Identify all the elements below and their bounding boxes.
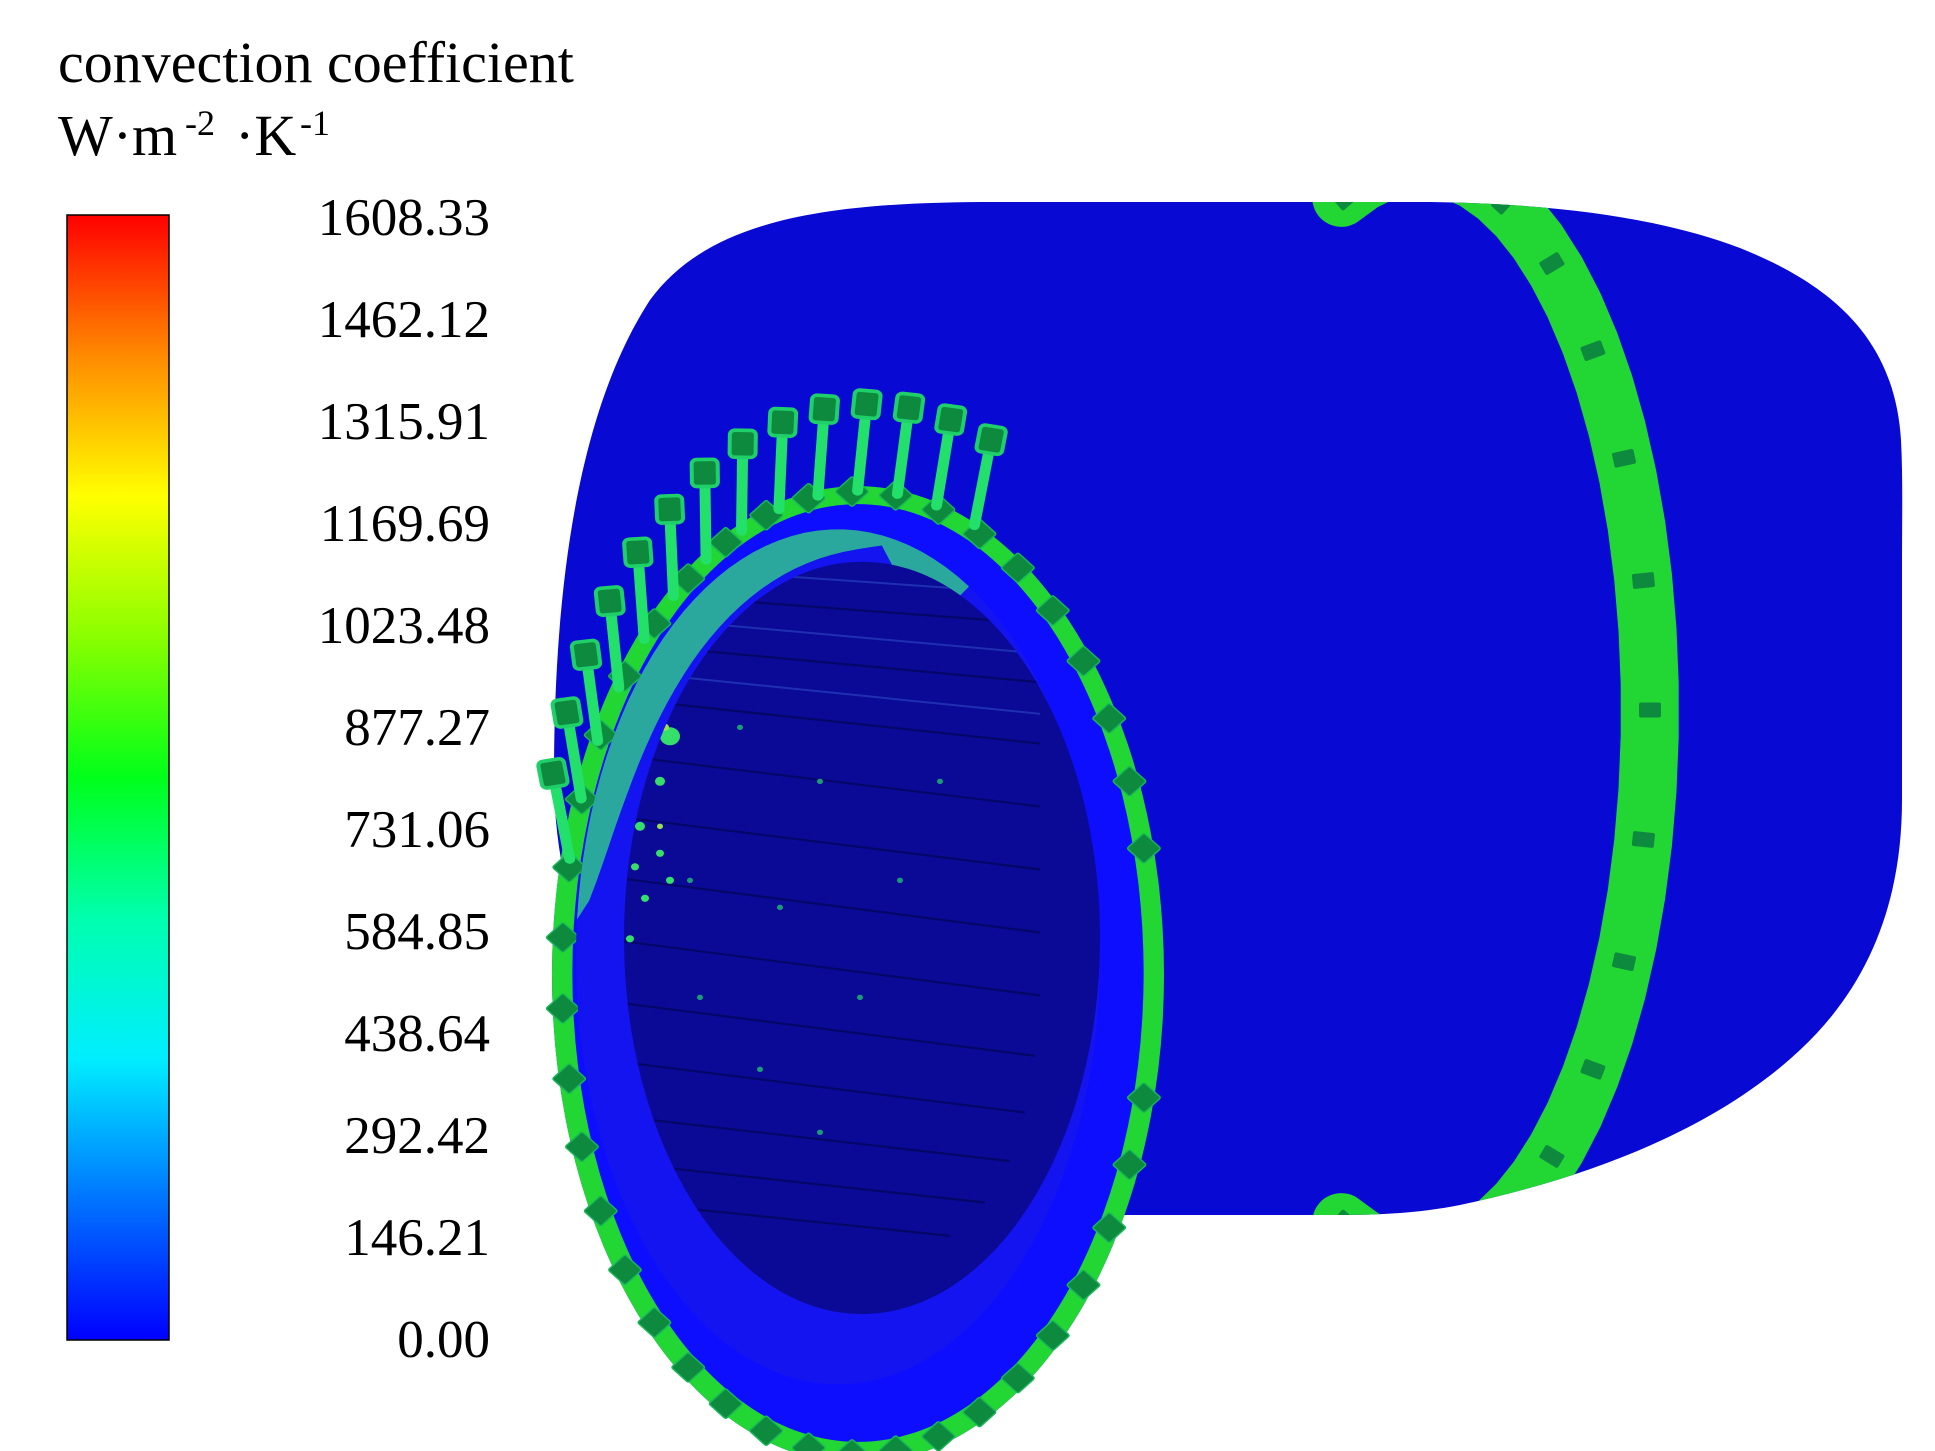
svg-text:438.64: 438.64 xyxy=(344,1005,490,1063)
svg-text:584.85: 584.85 xyxy=(344,903,490,961)
svg-text:convection coefficient: convection coefficient xyxy=(58,30,574,95)
svg-text:1608.33: 1608.33 xyxy=(318,189,490,247)
svg-text:146.21: 146.21 xyxy=(344,1209,490,1267)
svg-text:731.06: 731.06 xyxy=(344,801,490,859)
svg-text:877.27: 877.27 xyxy=(344,699,490,757)
svg-text:1315.91: 1315.91 xyxy=(318,393,490,451)
svg-text:292.42: 292.42 xyxy=(344,1107,490,1165)
svg-text:0.00: 0.00 xyxy=(397,1311,490,1369)
svg-text:-2: -2 xyxy=(185,103,215,143)
svg-text:·K: ·K xyxy=(235,103,296,168)
svg-text:1169.69: 1169.69 xyxy=(320,495,490,553)
svg-text:1023.48: 1023.48 xyxy=(318,597,490,655)
svg-text:W·m: W·m xyxy=(58,103,177,168)
svg-text:-1: -1 xyxy=(300,103,330,143)
svg-text:1462.12: 1462.12 xyxy=(318,291,490,349)
